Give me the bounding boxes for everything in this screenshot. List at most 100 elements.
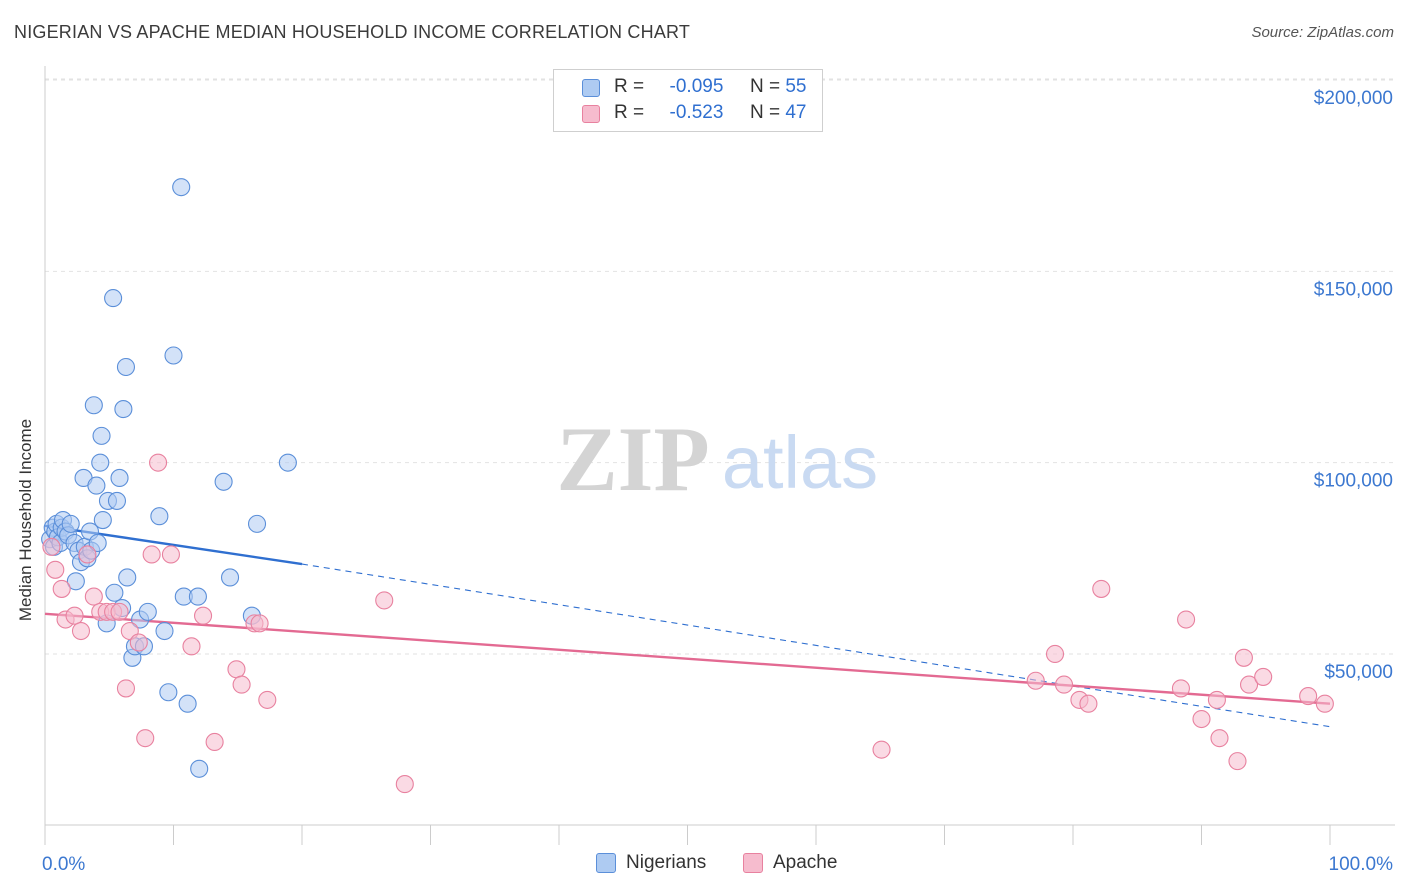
legend-r-value: -0.523 bbox=[669, 102, 724, 123]
chart-title: NIGERIAN VS APACHE MEDIAN HOUSEHOLD INCO… bbox=[14, 22, 691, 42]
point-apache bbox=[1239, 675, 1259, 694]
point-nigerians bbox=[104, 289, 123, 308]
point-apache bbox=[65, 606, 84, 625]
point-nigerians bbox=[164, 346, 183, 365]
legend-swatch-apache bbox=[582, 105, 600, 123]
bottom-legend-swatch-nigerians bbox=[596, 853, 616, 873]
legend-text-nigerians: R = -0.095 N = 55 bbox=[614, 76, 806, 98]
legend-r-label: R = bbox=[614, 76, 645, 97]
trendline-dashed-nigerians bbox=[301, 563, 1331, 728]
point-nigerians bbox=[91, 453, 110, 472]
point-apache bbox=[1315, 694, 1334, 713]
axes bbox=[44, 66, 1395, 845]
point-nigerians bbox=[138, 602, 157, 621]
point-nigerians bbox=[150, 507, 169, 526]
y-tick-label: $100,000 bbox=[1314, 471, 1393, 492]
point-apache bbox=[1054, 675, 1074, 694]
point-nigerians bbox=[114, 400, 133, 419]
point-nigerians bbox=[220, 568, 240, 587]
point-apache bbox=[52, 579, 71, 598]
point-apache bbox=[250, 614, 269, 633]
correlation-legend: R = -0.095 N = 55 R = -0.523 N = 47 bbox=[553, 69, 823, 132]
y-tick-label: $150,000 bbox=[1314, 279, 1393, 300]
point-nigerians bbox=[92, 426, 111, 445]
point-apache bbox=[194, 606, 213, 625]
point-apache bbox=[110, 602, 129, 621]
gridlines bbox=[45, 78, 1395, 655]
point-nigerians bbox=[247, 514, 267, 533]
point-nigerians bbox=[93, 510, 112, 530]
point-apache bbox=[84, 587, 103, 606]
point-apache bbox=[46, 560, 65, 579]
point-nigerians bbox=[155, 621, 174, 641]
point-apache bbox=[258, 690, 277, 709]
point-apache bbox=[1177, 610, 1196, 629]
point-apache bbox=[1234, 648, 1253, 667]
y-axis-label: Median Household Income bbox=[16, 418, 35, 622]
point-nigerians bbox=[61, 514, 80, 533]
data-points bbox=[41, 178, 1334, 794]
x-tick-label-max: 100.0% bbox=[1329, 854, 1394, 875]
legend-n-label: N = bbox=[749, 102, 781, 123]
point-nigerians bbox=[110, 468, 129, 488]
legend-swatch-nigerians bbox=[582, 79, 600, 97]
point-apache bbox=[872, 740, 891, 759]
point-nigerians bbox=[107, 491, 127, 510]
point-apache bbox=[1210, 729, 1229, 748]
point-apache bbox=[1092, 579, 1111, 598]
point-apache bbox=[375, 591, 394, 610]
point-apache bbox=[1254, 667, 1273, 686]
point-apache bbox=[1026, 671, 1045, 690]
point-apache bbox=[1192, 709, 1211, 729]
point-apache bbox=[1228, 752, 1247, 771]
bottom-legend-swatch-apache bbox=[743, 853, 763, 873]
legend-text-apache: R = -0.523 N = 47 bbox=[614, 102, 806, 124]
point-nigerians bbox=[88, 533, 107, 553]
point-apache bbox=[1207, 690, 1226, 709]
y-tick-label: $200,000 bbox=[1314, 88, 1393, 109]
point-apache bbox=[232, 675, 251, 694]
point-apache bbox=[395, 775, 414, 794]
watermark-atlas: atlas bbox=[722, 421, 878, 504]
point-apache bbox=[161, 545, 180, 564]
watermark: ZIP atlas bbox=[556, 408, 878, 510]
point-apache bbox=[1079, 694, 1098, 713]
tick-labels: $50,000 $100,000 $150,000 $200,000 0.0% 100.0… bbox=[42, 88, 1393, 875]
point-apache bbox=[1171, 679, 1190, 698]
point-apache bbox=[182, 637, 201, 656]
point-apache bbox=[71, 621, 91, 641]
point-apache bbox=[129, 633, 148, 652]
point-apache bbox=[142, 545, 161, 564]
source-label: Source: ZipAtlas.com bbox=[1251, 24, 1394, 41]
point-apache bbox=[227, 660, 246, 679]
point-apache bbox=[136, 729, 155, 748]
point-nigerians bbox=[172, 178, 191, 197]
point-nigerians bbox=[214, 472, 233, 491]
point-apache bbox=[1045, 644, 1065, 664]
bottom-legend-label-nigerians: Nigerians bbox=[626, 852, 707, 873]
legend-n-value: 47 bbox=[785, 102, 807, 123]
legend-n-label: N = bbox=[749, 76, 781, 97]
point-nigerians bbox=[105, 583, 124, 602]
point-apache bbox=[42, 537, 61, 556]
point-nigerians bbox=[178, 694, 197, 713]
point-apache bbox=[1299, 687, 1318, 706]
point-apache bbox=[149, 453, 168, 472]
trend-lines bbox=[44, 524, 1331, 728]
point-nigerians bbox=[159, 683, 178, 702]
bottom-legend-label-apache: Apache bbox=[773, 852, 838, 873]
point-apache bbox=[78, 545, 97, 564]
legend-r-value: -0.095 bbox=[669, 76, 724, 97]
y-tick-label: $50,000 bbox=[1324, 662, 1393, 683]
point-apache bbox=[205, 732, 224, 752]
legend-n-value: 55 bbox=[785, 76, 807, 97]
point-apache bbox=[116, 679, 136, 698]
point-nigerians bbox=[116, 357, 136, 377]
x-tick-label-min: 0.0% bbox=[42, 854, 85, 875]
watermark-zip: ZIP bbox=[556, 408, 709, 510]
point-nigerians bbox=[190, 759, 209, 778]
point-nigerians bbox=[66, 572, 85, 591]
point-nigerians bbox=[87, 476, 106, 495]
point-nigerians bbox=[118, 568, 137, 587]
legend-r-label: R = bbox=[614, 102, 645, 123]
